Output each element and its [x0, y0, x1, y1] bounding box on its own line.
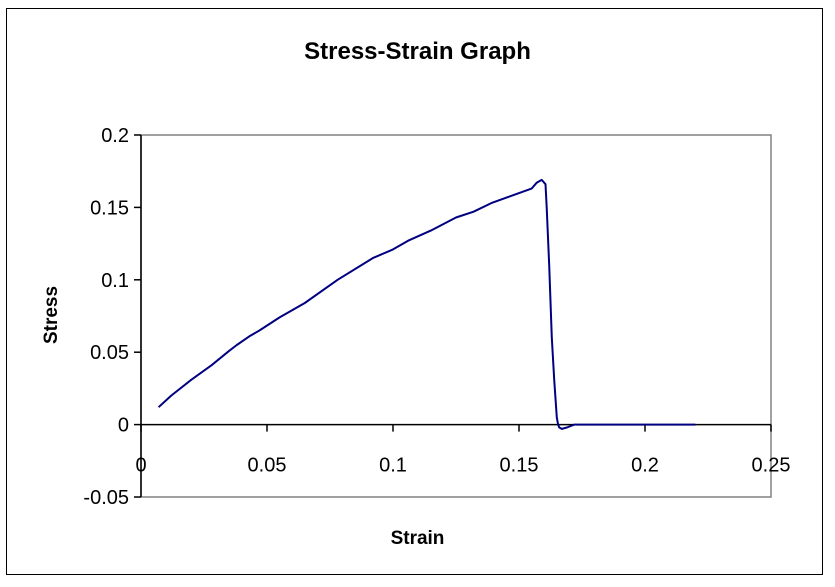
x-tick-label: 0.1: [379, 455, 407, 477]
plot-area-frame: [140, 134, 772, 498]
chart-title: Stress-Strain Graph: [304, 38, 531, 65]
y-tick-label: -0.05: [83, 487, 129, 509]
y-tick-label: 0.1: [101, 270, 129, 292]
x-tick-label: 0.25: [752, 455, 791, 477]
y-tick-label: 0.15: [90, 197, 129, 219]
y-tick-label: 0.05: [90, 342, 129, 364]
series-line: [157, 178, 696, 430]
y-tick-label: 0.2: [101, 125, 129, 147]
x-tick-label: 0: [135, 455, 146, 477]
y-tick-label: 0: [118, 415, 129, 437]
x-tick-label: 0.2: [631, 455, 659, 477]
x-tick-label: 0.05: [248, 455, 287, 477]
x-tick-label: 0.15: [500, 455, 539, 477]
chart-area: [6, 8, 823, 575]
x-axis-label: Strain: [390, 528, 445, 549]
